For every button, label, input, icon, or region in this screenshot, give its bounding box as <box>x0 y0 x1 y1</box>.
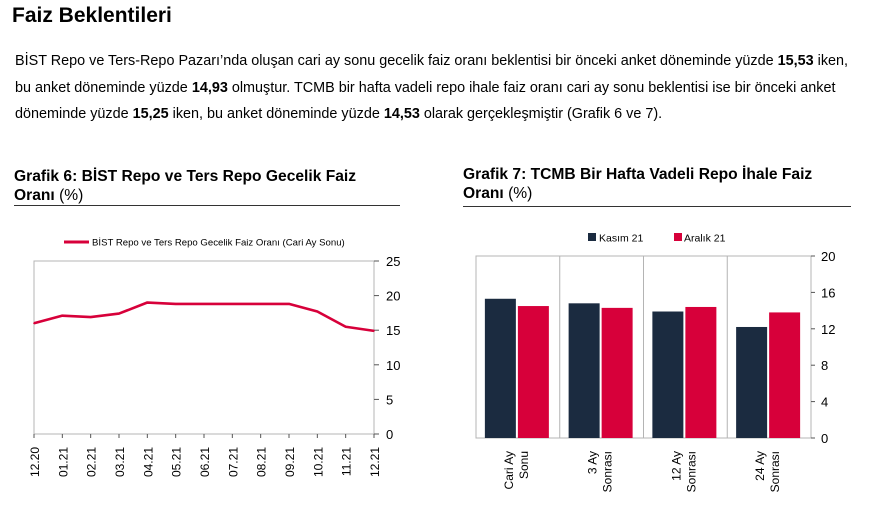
chart7-bar <box>484 298 516 438</box>
chart7-heading: Grafik 7: TCMB Bir Hafta Vadeli Repo İha… <box>463 165 863 203</box>
intro-text-2: iken, bu anket döneminde yüzde <box>15 53 849 96</box>
chart6-unit: (%) <box>54 187 84 204</box>
chart7-title-2: Oranı <box>463 185 504 202</box>
chart6-data-point <box>344 325 347 328</box>
chart6-y-tick-label: 15 <box>386 323 400 338</box>
intro-text-4: iken, bu anket döneminde yüzde <box>168 106 384 123</box>
chart7-x-tick-label: Cari Ay <box>502 451 516 489</box>
chart6-x-tick-label: 10.21 <box>311 447 325 477</box>
chart7-unit: (%) <box>503 185 533 202</box>
chart7-y-tick-label: 0 <box>821 431 828 446</box>
chart7-x-tick-label: 12 Ay <box>669 451 683 481</box>
chart7-title: TCMB Bir Hafta Vadeli Repo İhale Faiz <box>530 166 813 183</box>
chart7-bar <box>652 311 684 438</box>
chart6-data-point <box>61 314 64 317</box>
chart7-x-tick-label: 24 Ay <box>753 451 767 481</box>
chart7-label: Grafik 7: <box>463 166 527 183</box>
chart6-data-point <box>33 322 35 325</box>
chart6-x-tick-label: 05.21 <box>170 447 184 477</box>
chart6-data-point <box>89 316 92 318</box>
chart7-bar <box>736 326 768 438</box>
intro-value-3: 15,25 <box>132 106 169 123</box>
chart6-y-tick-label: 25 <box>386 254 400 269</box>
chart6-x-tick-label: 01.21 <box>56 447 70 477</box>
page-title: Faiz Beklentileri <box>12 4 172 27</box>
chart6-data-point <box>316 310 319 313</box>
chart7-bar <box>601 307 633 438</box>
intro-paragraph: BİST Repo ve Ters-Repo Pazarı’nda oluşan… <box>15 48 865 128</box>
chart6-x-tick-label: 12.21 <box>368 447 382 477</box>
chart7-bar <box>685 306 717 438</box>
intro-text-3: olmuştur. TCMB bir hafta vadeli repo iha… <box>15 79 836 123</box>
chart7-bar <box>568 303 600 438</box>
chart7-bar <box>769 312 801 438</box>
chart6-x-tick-label: 06.21 <box>198 447 212 477</box>
chart6-data-point <box>231 303 234 305</box>
chart7-x-tick-label: 3 Ay <box>586 451 600 474</box>
chart6-heading: Grafik 6: BİST Repo ve Ters Repo Gecelik… <box>14 167 404 205</box>
chart6-data-point <box>118 312 120 315</box>
chart6-legend-label: BİST Repo ve Ters Repo Gecelik Faiz Oran… <box>92 238 345 249</box>
chart6-data-point <box>174 303 177 305</box>
chart6-x-tick-label: 07.21 <box>226 447 240 477</box>
chart6-data-point <box>259 303 262 305</box>
chart7-heading-rule <box>463 206 851 207</box>
chart6-x-tick-label: 09.21 <box>283 447 297 477</box>
chart6-x-tick-label: 08.21 <box>255 447 269 477</box>
chart6-x-tick-label: 03.21 <box>113 447 127 477</box>
chart6-data-point <box>373 330 375 332</box>
chart6-title-2: Oranı <box>14 187 55 204</box>
chart6-x-tick-label: 12.20 <box>28 447 42 477</box>
chart7-legend-label: Aralık 21 <box>684 233 726 245</box>
chart7-y-tick-label: 12 <box>821 322 835 337</box>
chart7-legend-label: Kasım 21 <box>599 233 644 245</box>
chart6-data-point <box>203 303 205 305</box>
chart7-x-tick-label: Sonu <box>517 451 531 479</box>
intro-value-4: 14,53 <box>383 106 420 123</box>
chart7-bar <box>517 306 549 438</box>
chart6-heading-rule <box>14 205 400 206</box>
chart6-data-point <box>288 303 290 305</box>
chart7-legend-swatch <box>588 233 596 241</box>
chart7-y-tick-label: 4 <box>821 395 828 410</box>
chart6-y-tick-label: 5 <box>386 392 393 407</box>
chart6-title: BİST Repo ve Ters Repo Gecelik Faiz <box>81 168 357 185</box>
intro-value-1: 15,53 <box>777 53 814 69</box>
chart7-x-tick-label: Sonrası <box>684 451 698 492</box>
chart7-y-tick-label: 20 <box>821 249 835 264</box>
chart6-y-tick-label: 20 <box>386 289 400 304</box>
chart7-x-tick-label: Sonrası <box>768 451 782 492</box>
chart6-data-point <box>146 301 149 304</box>
chart6-x-tick-label: 11.21 <box>340 447 354 476</box>
intro-value-2: 14,93 <box>191 79 228 96</box>
chart6-label: Grafik 6: <box>14 168 78 185</box>
chart6-y-tick-label: 10 <box>386 358 400 373</box>
chart7-y-tick-label: 8 <box>821 358 828 373</box>
chart7-x-tick-label: Sonrası <box>601 451 615 492</box>
intro-text-5: olarak gerçekleşmiştir (Grafik 6 ve 7). <box>419 106 663 123</box>
chart6-x-tick-label: 04.21 <box>141 447 155 477</box>
chart6-x-tick-label: 02.21 <box>85 447 99 477</box>
chart7-legend-swatch <box>674 233 682 241</box>
intro-text-1: BİST Repo ve Ters-Repo Pazarı’nda oluşan… <box>15 53 778 69</box>
chart6-y-tick-label: 0 <box>386 427 393 442</box>
chart7-y-tick-label: 16 <box>821 285 835 300</box>
